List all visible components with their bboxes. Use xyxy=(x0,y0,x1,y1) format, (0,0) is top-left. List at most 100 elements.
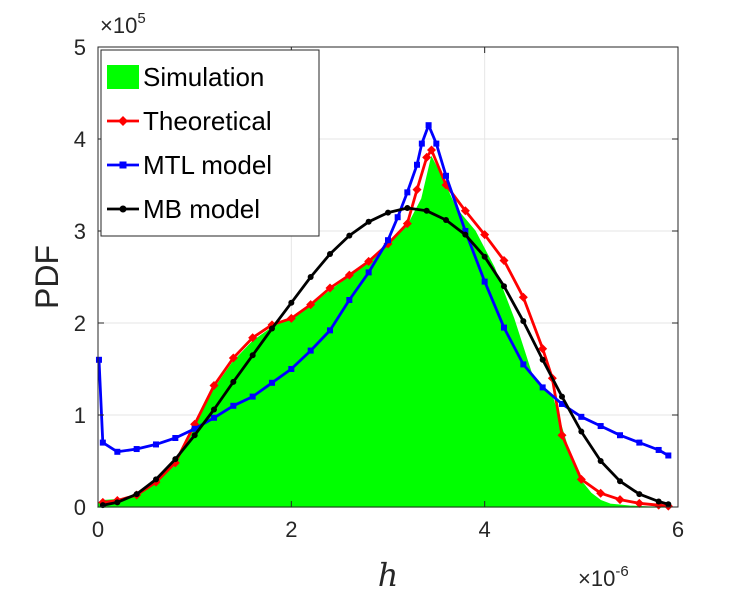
theoretical-marker xyxy=(412,185,422,195)
legend-label: MTL model xyxy=(143,150,272,180)
y-scale-label: ×105 xyxy=(100,10,146,38)
mtl-model-marker xyxy=(481,278,488,285)
mtl-model-marker xyxy=(172,435,179,441)
mtl-model-marker xyxy=(418,140,425,147)
mb-model-marker xyxy=(327,251,333,257)
mtl-model-marker xyxy=(230,402,237,409)
mtl-model-marker xyxy=(559,400,565,407)
mtl-model-marker xyxy=(191,425,198,432)
theoretical-marker xyxy=(402,219,412,229)
mtl-model-marker xyxy=(539,384,546,391)
mb-model-marker xyxy=(346,232,353,239)
mtl-model-marker xyxy=(433,140,440,147)
theoretical-marker xyxy=(499,255,509,265)
mtl-model-marker xyxy=(269,379,275,386)
theoretical-marker xyxy=(596,488,606,498)
mb-model-marker xyxy=(462,231,469,238)
plot-area xyxy=(95,122,673,511)
mtl-model-marker xyxy=(385,237,391,244)
legend-marker-mb-model xyxy=(119,205,127,213)
mb-model-marker xyxy=(307,274,314,280)
mtl-model-marker xyxy=(665,452,672,459)
mtl-model-marker xyxy=(288,366,295,372)
mtl-model-marker xyxy=(520,361,527,368)
x-tick-label: 0 xyxy=(92,517,104,542)
y-axis-label: PDF xyxy=(29,245,65,309)
mtl-model-marker xyxy=(211,414,217,421)
theoretical-marker xyxy=(480,230,490,240)
theoretical-marker xyxy=(576,474,586,484)
mb-model-marker xyxy=(578,428,585,435)
mtl-model-marker xyxy=(95,356,102,363)
mtl-model-marker xyxy=(346,297,353,303)
legend-label: Theoretical xyxy=(143,106,272,136)
mtl-model-marker xyxy=(404,189,411,196)
mtl-model-marker xyxy=(578,413,585,420)
theoretical-marker xyxy=(306,300,316,310)
mb-model-marker xyxy=(559,393,565,400)
theoretical-marker xyxy=(209,381,219,391)
legend-label: Simulation xyxy=(143,62,264,92)
mtl-model-marker xyxy=(636,439,643,446)
legend-marker-theoretical xyxy=(118,116,128,126)
x-scale-exponent: -6 xyxy=(615,563,628,580)
mtl-model-marker xyxy=(425,122,432,129)
mb-model-marker xyxy=(636,491,643,498)
mtl-model-line xyxy=(97,123,669,457)
x-tick-label: 6 xyxy=(672,517,684,542)
theoretical-marker xyxy=(344,270,354,280)
theoretical-marker xyxy=(325,283,335,293)
mb-model-marker xyxy=(365,218,372,225)
mtl-model-marker xyxy=(327,327,333,334)
x-scale-base: ×10 xyxy=(578,566,615,591)
mb-model-marker xyxy=(230,378,237,385)
mtl-model-marker xyxy=(133,446,140,453)
theoretical-marker xyxy=(286,313,296,323)
mtl-model-marker xyxy=(249,393,256,400)
y-tick-label: 4 xyxy=(74,127,86,152)
mtl-model-marker xyxy=(414,161,420,168)
mb-model-marker xyxy=(665,501,672,508)
axis-ticks: 0 2 4 6 0 1 2 3 4 5 xyxy=(74,35,684,542)
mb-model-marker xyxy=(520,318,527,325)
theoretical-marker xyxy=(538,344,548,354)
mtl-model-marker xyxy=(365,269,372,276)
mb-model-marker xyxy=(385,209,391,216)
y-tick-label: 2 xyxy=(74,311,86,336)
mb-model-marker xyxy=(655,498,662,505)
mb-model-marker xyxy=(404,205,411,211)
legend-marker-mtl-model xyxy=(119,161,127,169)
theoretical-marker xyxy=(228,353,238,363)
x-tick-label: 2 xyxy=(285,517,297,542)
x-tick-label: 4 xyxy=(479,517,491,542)
mtl-model-marker xyxy=(307,347,314,354)
legend-label: MB model xyxy=(143,194,260,224)
mb-model-marker xyxy=(423,207,430,214)
mtl-model-marker xyxy=(597,423,604,430)
mb-model-marker xyxy=(539,356,546,363)
theoretical-marker xyxy=(557,430,567,440)
theoretical-marker xyxy=(364,256,374,266)
mb-model-marker xyxy=(269,325,275,332)
mtl-model-marker xyxy=(501,324,507,331)
theoretical-marker xyxy=(248,333,258,343)
mtl-model-marker xyxy=(617,432,623,439)
mtl-model-marker xyxy=(99,439,106,446)
theoretical-marker xyxy=(615,495,625,505)
mb-model-marker xyxy=(133,491,140,498)
mb-model-marker xyxy=(617,478,623,485)
mb-model-marker xyxy=(501,283,507,290)
axis-labels: PDF h ×105 ×10-6 xyxy=(29,10,629,594)
plot-frame xyxy=(97,46,679,508)
mtl-model-marker xyxy=(462,228,469,234)
y-scale-exponent: 5 xyxy=(137,10,145,27)
y-tick-label: 0 xyxy=(74,495,86,520)
mb-model-marker xyxy=(443,216,449,223)
x-scale-label: ×10-6 xyxy=(578,563,629,591)
y-tick-label: 3 xyxy=(74,219,86,244)
mtl-model-marker xyxy=(443,172,449,179)
mb-model-marker xyxy=(172,456,179,463)
theoretical-marker xyxy=(634,498,644,508)
theoretical-marker xyxy=(427,145,436,155)
